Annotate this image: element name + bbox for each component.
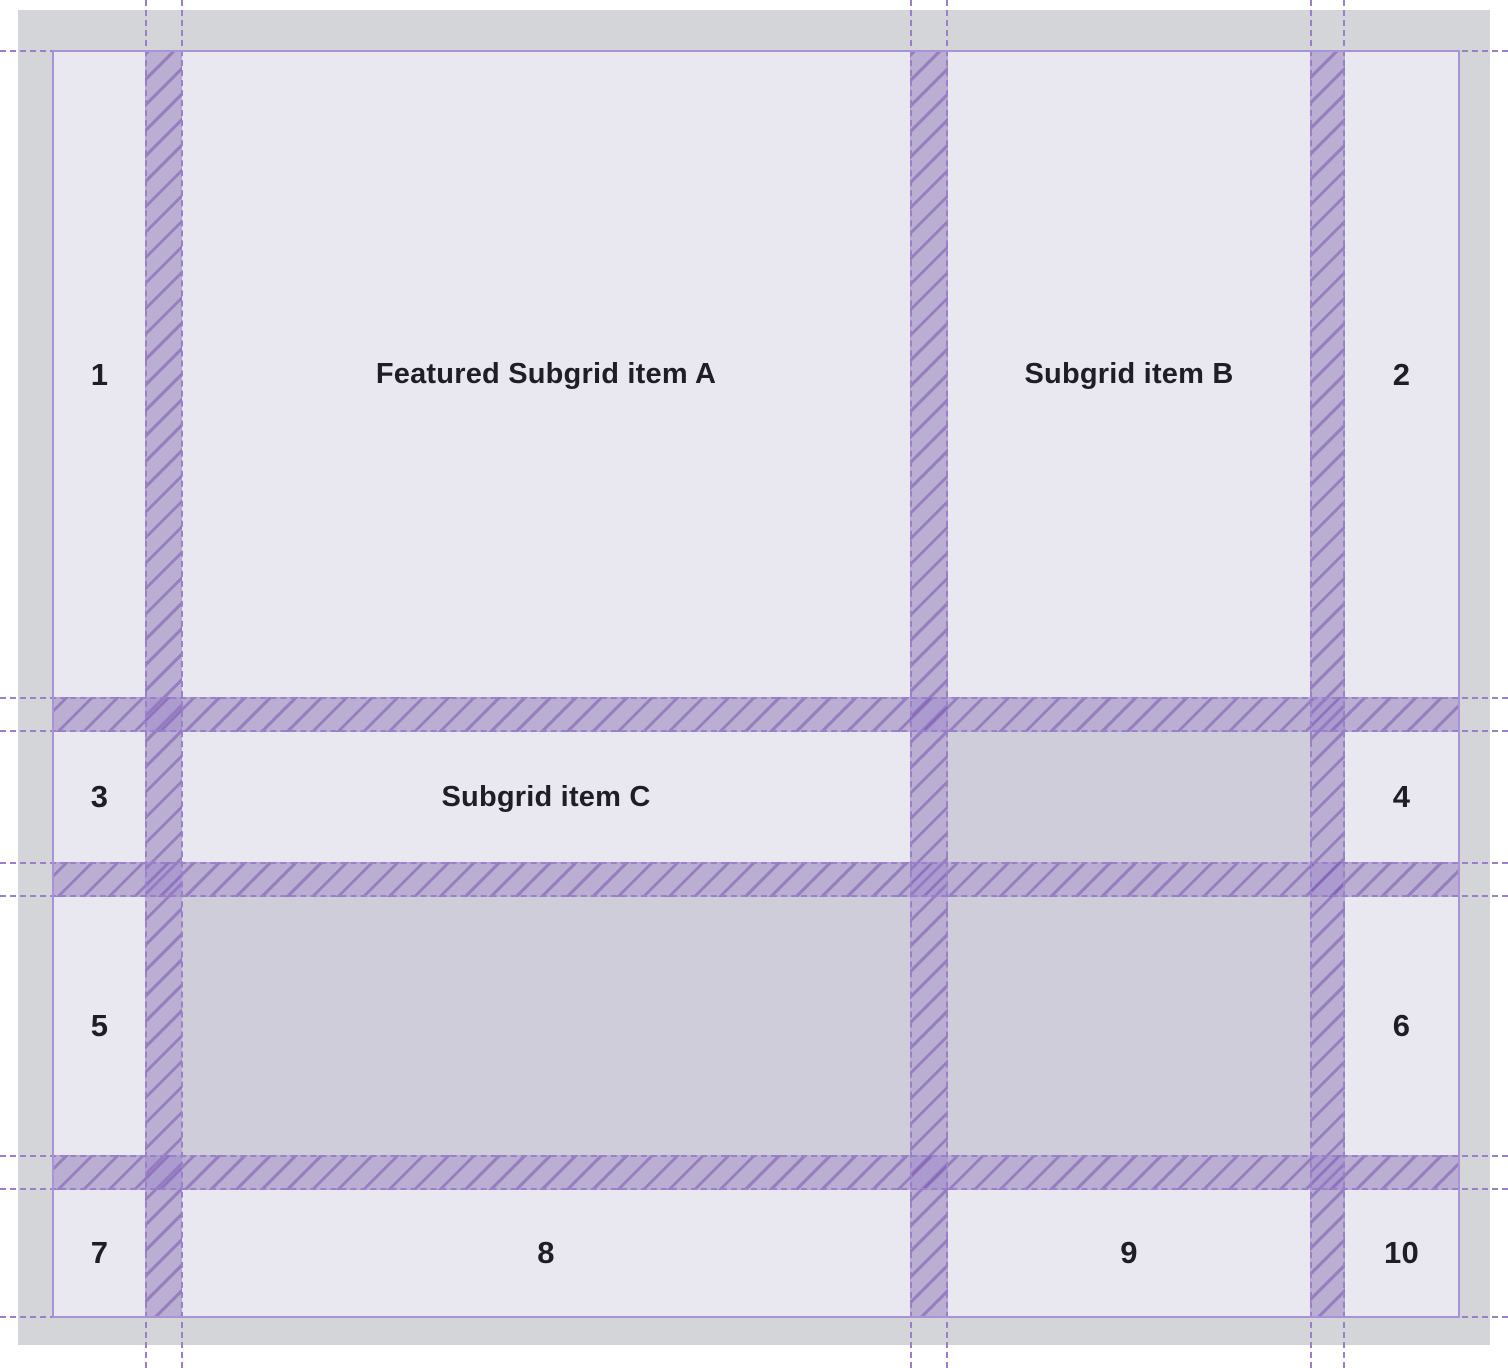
grid-cell-6[interactable]: 6 [1345, 897, 1458, 1155]
grid-cell-3[interactable]: 3 [54, 732, 145, 862]
grid-cell-2[interactable]: 2 [1345, 52, 1458, 697]
grid-empty-area-row2-col3 [948, 732, 1310, 862]
grid-cell-1[interactable]: 1 [54, 52, 145, 697]
grid-cell-7[interactable]: 7 [54, 1190, 145, 1316]
grid-cell-8[interactable]: 8 [182, 1190, 910, 1316]
grid-cell-subgrid-item-b[interactable]: Subgrid item B [948, 52, 1310, 697]
grid-cell-featured-subgrid-item-a[interactable]: Featured Subgrid item A [182, 52, 910, 697]
grid-cell-4[interactable]: 4 [1345, 732, 1458, 862]
grid-cell-10[interactable]: 10 [1345, 1190, 1458, 1316]
grid-cell-9[interactable]: 9 [948, 1190, 1310, 1316]
grid-empty-area-row3-col2 [182, 897, 910, 1155]
grid-cell-5[interactable]: 5 [54, 897, 145, 1155]
grid-empty-area-row3-col3 [948, 897, 1310, 1155]
grid-cell-subgrid-item-c[interactable]: Subgrid item C [182, 732, 910, 862]
